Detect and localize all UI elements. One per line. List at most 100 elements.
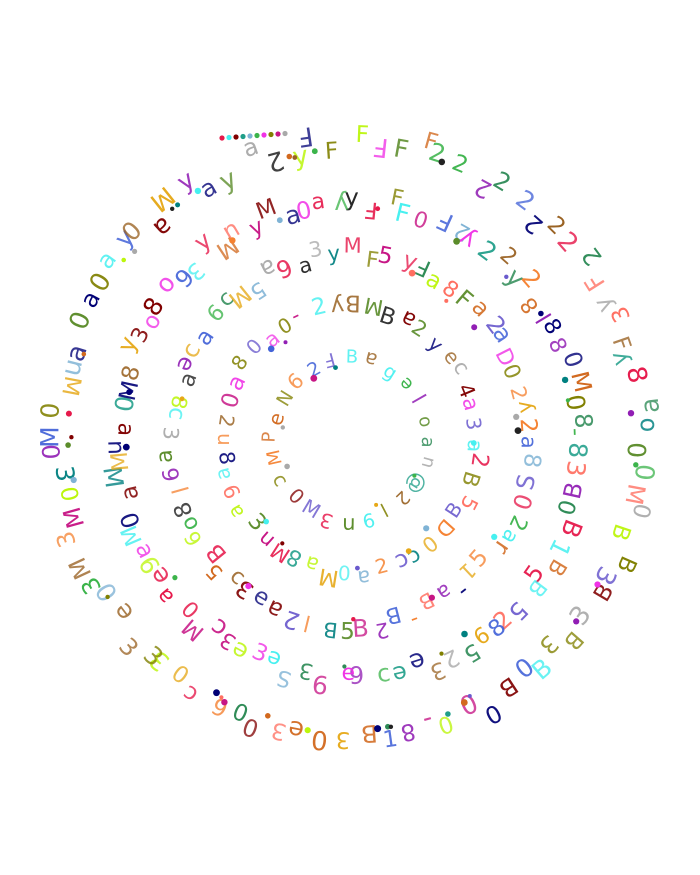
ring-glyph: 8 [214, 450, 240, 467]
ring-glyph: l [301, 609, 313, 635]
trail-dot [233, 134, 239, 140]
ring-glyph: F [363, 196, 379, 223]
ring-glyph: 3 [307, 236, 325, 262]
ring-glyph: 9 [310, 669, 329, 700]
ring-glyph: F [296, 120, 315, 152]
ring-dot [280, 425, 285, 430]
ring-glyph: S [511, 472, 542, 493]
ring-glyph: 1 [381, 726, 399, 754]
ring-dot [221, 699, 228, 706]
ring-glyph: F [355, 122, 369, 149]
ring-dot [132, 248, 138, 254]
ring-dot [453, 237, 460, 245]
ring-glyph: 0 [109, 394, 140, 414]
ring-glyph: 2 [264, 144, 288, 177]
ring-dot [439, 651, 444, 656]
ring-glyph: M [263, 448, 287, 468]
ring-glyph: 3 [461, 416, 486, 432]
ring-dot [594, 581, 601, 588]
ring-glyph: a [209, 465, 235, 483]
ring-dot [351, 617, 356, 622]
ring-dot [105, 594, 110, 600]
ring-glyph: B [322, 617, 339, 642]
ring-glyph: 0 [54, 485, 82, 504]
ring-dot [504, 274, 509, 279]
ring-dot [175, 202, 181, 208]
ring-dot [265, 713, 271, 719]
ring-glyph: y [329, 292, 345, 319]
ring-glyph: n [210, 433, 234, 446]
ring-glyph: 2 [505, 384, 532, 403]
ring-glyph: a [417, 436, 438, 448]
ring-dot [286, 153, 293, 160]
trail-dot [226, 134, 232, 141]
trail-dot [261, 132, 267, 138]
ring-dot [292, 155, 298, 160]
ring-glyph: a [457, 394, 484, 413]
ring-dot [310, 374, 318, 382]
ring-glyph: y [290, 141, 310, 173]
ring-glyph: F [372, 131, 390, 162]
ring-glyph: B [345, 289, 361, 315]
top-dot-trail [219, 130, 288, 141]
ring-glyph: B [558, 480, 589, 502]
ring-dot [126, 389, 133, 396]
ring-dot [355, 565, 360, 571]
ring-dot [122, 443, 130, 451]
ring-glyph: 2 [309, 293, 329, 322]
ring-glyph: 8 [620, 364, 653, 387]
ring-glyph: 0 [628, 462, 660, 482]
ring-glyph: 0 [37, 444, 66, 460]
ring-dot [81, 351, 87, 357]
ring-dot [538, 310, 544, 317]
ring-glyph: a [356, 565, 371, 590]
ring-glyph: M [317, 562, 341, 591]
ring-glyph: a [463, 439, 488, 453]
ring-glyph: y [345, 183, 359, 211]
ring-dot [283, 340, 288, 345]
ring-glyph: c [163, 406, 191, 422]
ring-glyph: 6 [348, 660, 364, 688]
ring-glyph: P [259, 431, 280, 443]
ring-glyph: n [417, 454, 440, 471]
ring-glyph: 8 [166, 393, 192, 411]
ring-glyph: B [383, 600, 404, 628]
ring-glyph: a [152, 449, 178, 465]
ring-glyph: 8 [518, 452, 545, 469]
ring-glyph: 3 [269, 716, 289, 745]
ring-glyph: a [116, 483, 145, 503]
ring-dot [471, 324, 478, 331]
ring-dot [565, 398, 571, 403]
ring-dot [491, 533, 498, 541]
ring-glyph: a [517, 436, 541, 449]
ring-dot [121, 257, 126, 263]
ring-glyph: 2 [214, 413, 240, 429]
ring-dot [70, 476, 77, 484]
ring-dot [460, 699, 468, 706]
ring-dot [213, 689, 220, 697]
ring-glyph: F [364, 247, 380, 273]
ring-glyph: 9 [155, 466, 182, 484]
ring-glyph: M [107, 450, 135, 472]
trail-dot [240, 133, 246, 140]
ring-dot [284, 463, 290, 470]
ring-dot [304, 727, 311, 734]
ring-dot [342, 664, 347, 669]
ring-dot [179, 396, 185, 402]
ring-dot [333, 365, 338, 370]
ring-dot [633, 462, 639, 468]
ring-glyph: 2 [374, 617, 391, 643]
ring-dot [408, 269, 416, 277]
ring-glyph: B [606, 520, 636, 543]
ring-glyph: a [296, 252, 315, 279]
ring-glyph: u [342, 511, 356, 535]
glyph-ring-3: MF5 yFa8Fa2aD02y2a8S02ar51-aB-B2B5Bl2ae3c… [152, 233, 545, 645]
ring-glyph: a [282, 199, 304, 231]
ring-glyph: 0 [293, 195, 314, 226]
ring-glyph: e [286, 714, 307, 745]
ring-glyph: 0 [560, 392, 591, 412]
ring-glyph: 5 [340, 619, 355, 645]
ring-dot [627, 410, 635, 417]
